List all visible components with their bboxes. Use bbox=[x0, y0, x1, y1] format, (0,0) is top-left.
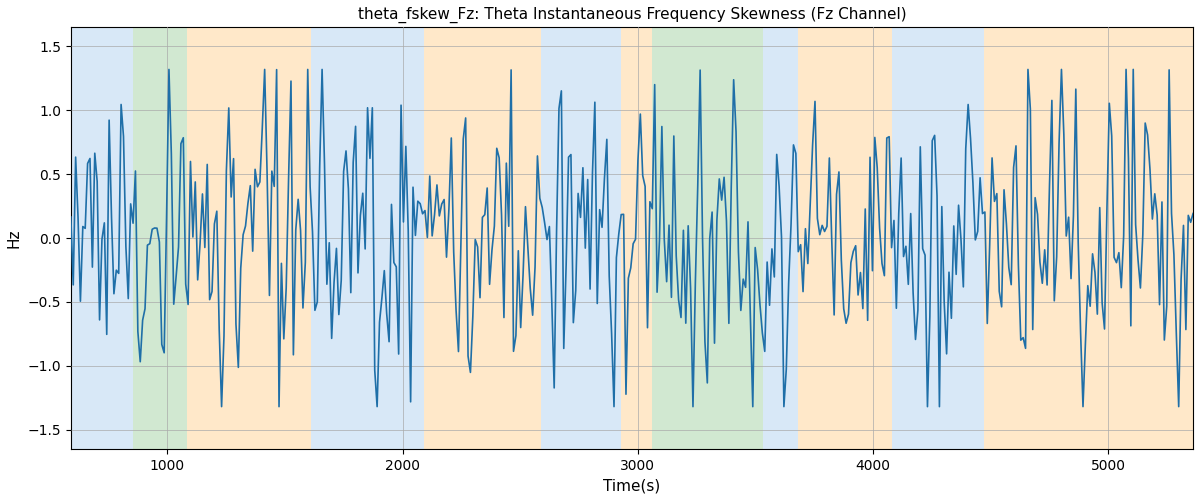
Bar bbox=[892, 28, 984, 449]
Bar bbox=[541, 28, 622, 449]
Bar bbox=[133, 28, 187, 449]
Bar bbox=[798, 28, 892, 449]
Bar bbox=[187, 28, 311, 449]
Y-axis label: Hz: Hz bbox=[7, 228, 22, 248]
X-axis label: Time(s): Time(s) bbox=[604, 478, 660, 493]
Bar bbox=[424, 28, 541, 449]
Title: theta_fskew_Fz: Theta Instantaneous Frequency Skewness (Fz Channel): theta_fskew_Fz: Theta Instantaneous Freq… bbox=[358, 7, 906, 23]
Bar bbox=[762, 28, 798, 449]
Bar bbox=[984, 28, 1193, 449]
Bar bbox=[71, 28, 133, 449]
Bar bbox=[311, 28, 424, 449]
Bar bbox=[652, 28, 762, 449]
Bar bbox=[622, 28, 652, 449]
